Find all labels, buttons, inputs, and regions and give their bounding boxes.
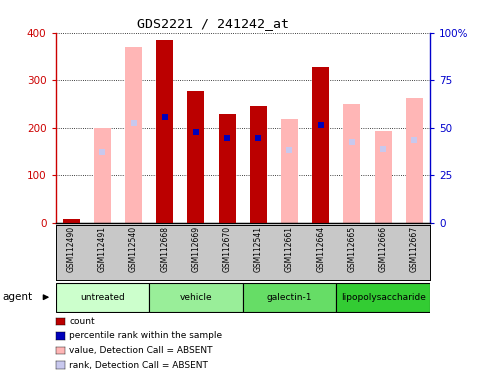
Text: percentile rank within the sample: percentile rank within the sample <box>69 331 222 341</box>
Text: GSM112540: GSM112540 <box>129 226 138 272</box>
Bar <box>156 40 173 223</box>
Bar <box>242 283 336 312</box>
Bar <box>336 283 430 312</box>
Bar <box>63 219 80 223</box>
Bar <box>312 67 329 223</box>
Bar <box>281 119 298 223</box>
Text: galectin-1: galectin-1 <box>267 293 312 302</box>
Bar <box>406 98 423 223</box>
Text: rank, Detection Call = ABSENT: rank, Detection Call = ABSENT <box>69 361 208 370</box>
Bar <box>312 67 329 223</box>
Bar <box>156 40 173 223</box>
Text: GSM112669: GSM112669 <box>191 226 200 272</box>
Bar <box>56 283 149 312</box>
Text: GSM112665: GSM112665 <box>347 226 356 272</box>
Text: GSM112666: GSM112666 <box>379 226 387 272</box>
Bar <box>374 131 392 223</box>
Text: GDS2221 / 241242_at: GDS2221 / 241242_at <box>137 17 288 30</box>
Text: GSM112490: GSM112490 <box>67 226 76 272</box>
Bar <box>218 114 236 223</box>
Bar <box>125 47 142 223</box>
Text: GSM112667: GSM112667 <box>410 226 419 272</box>
Text: GSM112541: GSM112541 <box>254 226 263 272</box>
Bar <box>250 106 267 223</box>
Text: GSM112491: GSM112491 <box>98 226 107 272</box>
Bar <box>218 114 236 223</box>
Text: lipopolysaccharide: lipopolysaccharide <box>341 293 426 302</box>
Text: GSM112664: GSM112664 <box>316 226 325 272</box>
Bar <box>250 106 267 223</box>
Bar <box>94 127 111 223</box>
Text: GSM112670: GSM112670 <box>223 226 232 272</box>
Text: GSM112668: GSM112668 <box>160 226 169 272</box>
Text: count: count <box>69 317 95 326</box>
Bar <box>187 91 204 223</box>
Bar <box>187 91 204 223</box>
Text: untreated: untreated <box>80 293 125 302</box>
Text: value, Detection Call = ABSENT: value, Detection Call = ABSENT <box>69 346 213 355</box>
Text: vehicle: vehicle <box>180 293 212 302</box>
Bar <box>343 104 360 223</box>
Bar <box>63 219 80 223</box>
Text: GSM112661: GSM112661 <box>285 226 294 272</box>
Bar <box>149 283 242 312</box>
Text: agent: agent <box>2 292 32 302</box>
